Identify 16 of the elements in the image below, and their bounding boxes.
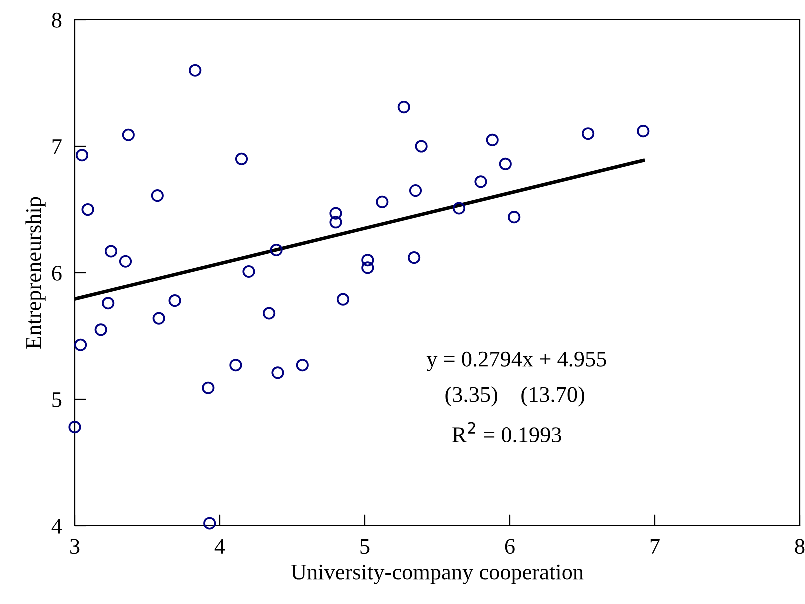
x-tick-label: 6	[505, 539, 515, 554]
x-axis-title: University-company cooperation	[291, 564, 584, 584]
x-tick-label: 3	[70, 539, 80, 554]
x-tick-label: 5	[360, 539, 370, 554]
annotation: y = 0.2794x + 4.955	[426, 352, 606, 372]
x-tick-label: 8	[795, 539, 805, 554]
y-tick-label: 4	[52, 519, 62, 534]
y-tick-label: 8	[52, 12, 62, 28]
y-axis-title: Entrepreneurship	[26, 197, 46, 349]
y-tick-label: 6	[52, 266, 62, 281]
x-tick-label: 7	[650, 539, 660, 554]
x-tick-label: 4	[214, 539, 226, 554]
y-tick-label: 5	[52, 392, 62, 408]
y-tick-label: 7	[52, 140, 62, 154]
annotation: R$^{2}$ = 0.1993	[452, 422, 562, 443]
annotation: (3.35) (13.70)	[446, 386, 584, 407]
